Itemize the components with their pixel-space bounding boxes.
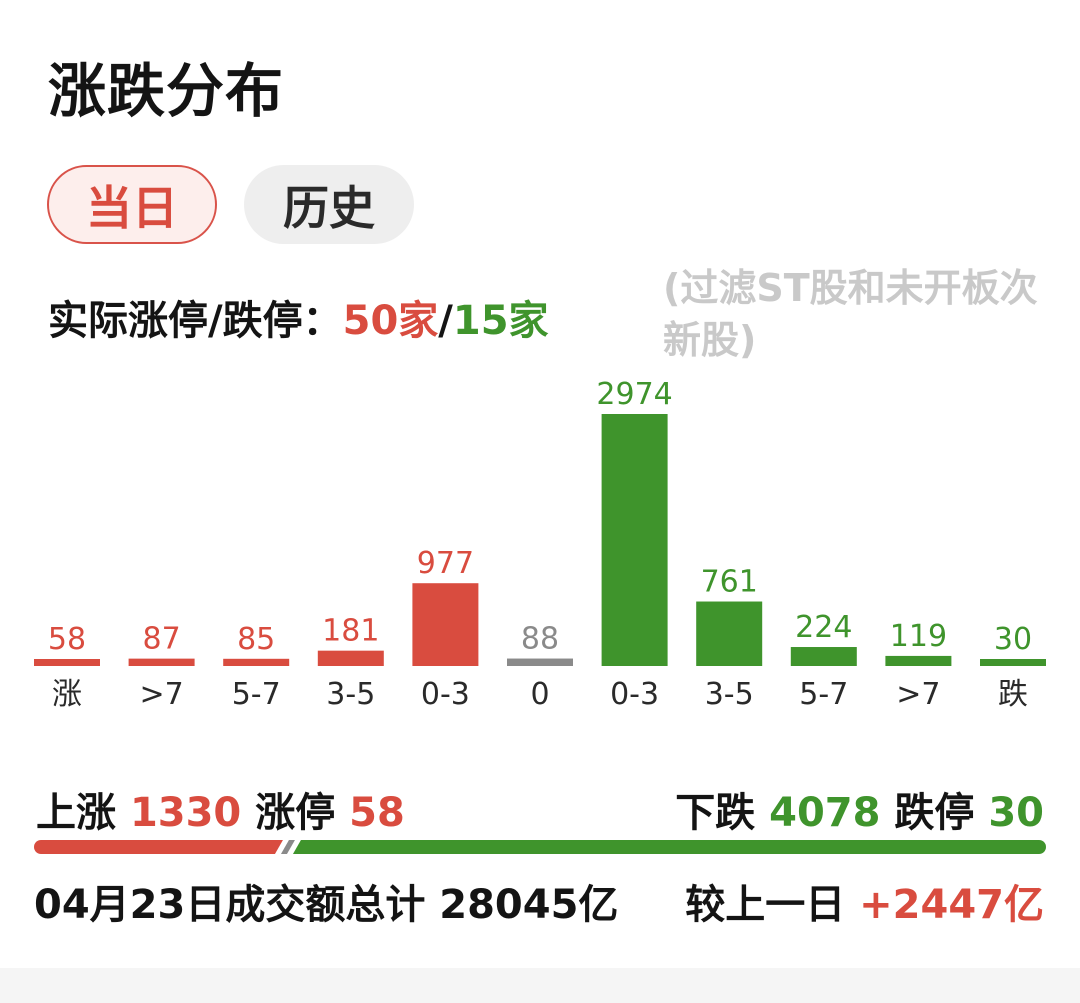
bar-8	[790, 647, 857, 666]
limit-up-count: 50家	[342, 298, 439, 344]
bar-value-label-8: 224	[795, 610, 852, 645]
bar-value-label-10: 30	[994, 622, 1032, 657]
tab-today[interactable]: 当日	[47, 165, 217, 244]
limit-down-total: 30	[988, 790, 1044, 836]
turnover-compare: 较上一日 +2447亿	[685, 872, 1044, 930]
rise-summary: 上涨 1330 涨停 58	[36, 780, 405, 838]
bar-9	[885, 655, 952, 666]
limit-down-count: 15家	[452, 298, 549, 344]
bottom-divider	[0, 968, 1080, 1003]
turnover-compare-label: 较上一日	[685, 882, 846, 928]
turnover-total: 04月23日成交额总计 28045亿	[34, 882, 619, 928]
fall-share-segment	[292, 840, 1046, 854]
tab-history[interactable]: 历史	[244, 165, 414, 244]
category-label-9: >7	[896, 677, 940, 712]
limit-separator: /	[438, 298, 453, 344]
bar-value-label-4: 977	[417, 546, 474, 581]
category-label-2: 5-7	[232, 677, 281, 712]
bar-value-label-1: 87	[143, 622, 181, 657]
bar-2	[223, 658, 290, 666]
filter-note: (过滤ST股和未开板次新股)	[663, 266, 1038, 362]
bar-4	[412, 583, 479, 666]
fall-summary: 下跌 4078 跌停 30	[675, 780, 1044, 838]
limit-summary: 实际涨停/跌停：50家/15家	[48, 288, 549, 346]
category-label-4: 0-3	[421, 677, 470, 712]
bar-value-label-7: 761	[701, 565, 758, 600]
bar-value-label-3: 181	[322, 614, 379, 649]
bar-5	[507, 658, 573, 666]
turnover-compare-value: +2447亿	[859, 882, 1044, 928]
fall-count: 4078	[769, 790, 881, 836]
bar-10	[980, 659, 1046, 666]
bar-6	[601, 414, 668, 666]
bar-value-label-6: 2974	[596, 377, 672, 412]
bar-value-label-5: 88	[521, 622, 559, 657]
flat-share-segment	[280, 840, 295, 854]
distribution-bar-chart: 58 涨 87 >7 85 5-7 181 3-5 977 0-3 88 0 2974 0-3 761 3-5…	[34, 377, 1046, 712]
limit-up-label: 涨停	[255, 790, 336, 836]
page-title: 涨跌分布	[48, 57, 285, 125]
bar-7	[696, 601, 763, 666]
category-label-5: 0	[530, 677, 549, 712]
bar-value-label-2: 85	[237, 622, 275, 657]
bar-3	[317, 650, 384, 666]
limit-down-label: 跌停	[894, 790, 975, 836]
fall-label: 下跌	[675, 790, 756, 836]
category-label-10: 跌	[998, 677, 1028, 712]
rise-share-segment	[34, 840, 283, 854]
bar-1	[128, 658, 195, 666]
limit-summary-label: 实际涨停/跌停：	[48, 298, 343, 344]
category-label-1: >7	[139, 677, 183, 712]
bar-value-label-0: 58	[48, 622, 86, 657]
rise-fall-ratio-bar	[34, 840, 1046, 854]
rise-label: 上涨	[36, 790, 116, 836]
bar-value-label-9: 119	[890, 619, 947, 654]
bar-0	[34, 659, 100, 666]
category-label-6: 0-3	[610, 677, 659, 712]
category-label-7: 3-5	[705, 677, 754, 712]
rise-count: 1330	[129, 790, 242, 836]
category-label-0: 涨	[52, 677, 82, 712]
category-label-3: 3-5	[326, 677, 375, 712]
category-label-8: 5-7	[799, 677, 848, 712]
limit-up-total: 58	[349, 790, 405, 836]
